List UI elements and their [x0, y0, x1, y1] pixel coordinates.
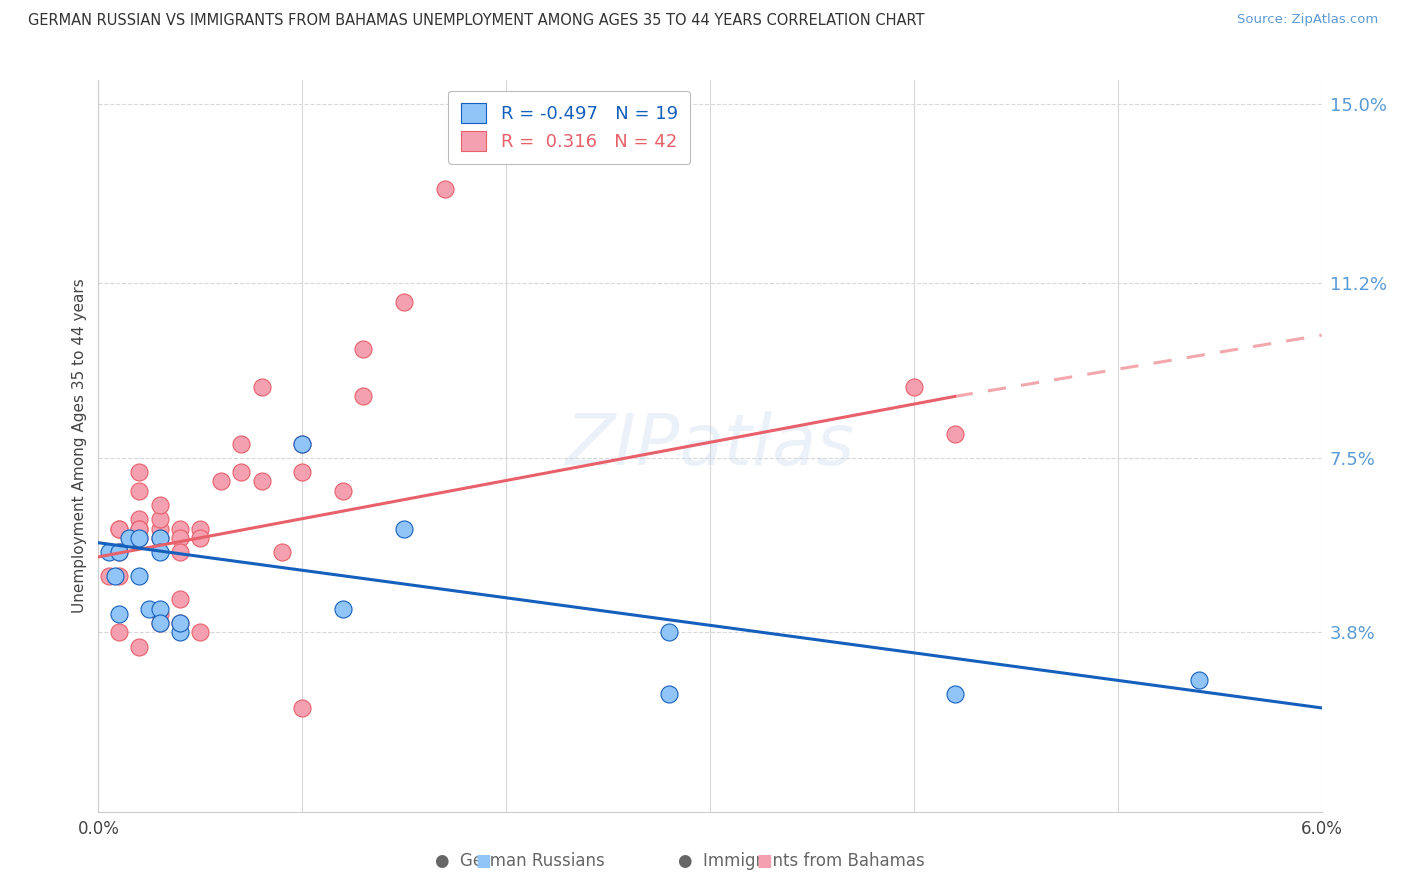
- Point: [658, 625, 681, 640]
- Point: [188, 625, 212, 640]
- Point: [943, 687, 966, 701]
- Point: [943, 427, 966, 442]
- Point: [128, 531, 150, 545]
- Point: [433, 182, 456, 196]
- Point: [128, 512, 150, 526]
- Point: [392, 522, 416, 536]
- Point: [97, 545, 120, 559]
- Y-axis label: Unemployment Among Ages 35 to 44 years: Unemployment Among Ages 35 to 44 years: [72, 278, 87, 614]
- Point: [1188, 673, 1211, 687]
- Point: [149, 545, 172, 559]
- Point: [188, 531, 212, 545]
- Point: [352, 343, 374, 357]
- Point: [128, 522, 150, 536]
- Point: [188, 522, 212, 536]
- Point: [149, 615, 172, 630]
- Point: [128, 465, 150, 479]
- Text: ●  German Russians: ● German Russians: [436, 852, 605, 870]
- Point: [149, 498, 172, 512]
- Point: [138, 602, 160, 616]
- Point: [128, 568, 150, 582]
- Point: [128, 522, 150, 536]
- Point: [149, 602, 172, 616]
- Point: [108, 545, 131, 559]
- Point: [169, 615, 191, 630]
- Point: [97, 568, 120, 582]
- Point: [149, 531, 172, 545]
- Point: [169, 531, 191, 545]
- Text: ■: ■: [475, 852, 492, 870]
- Point: [903, 380, 925, 394]
- Point: [169, 625, 191, 640]
- Point: [108, 568, 131, 582]
- Text: ZIPatlas: ZIPatlas: [565, 411, 855, 481]
- Point: [250, 475, 273, 489]
- Point: [108, 607, 131, 621]
- Point: [291, 436, 314, 450]
- Point: [231, 465, 253, 479]
- Point: [169, 615, 191, 630]
- Point: [291, 436, 314, 450]
- Legend: R = -0.497   N = 19, R =  0.316   N = 42: R = -0.497 N = 19, R = 0.316 N = 42: [449, 91, 690, 164]
- Point: [392, 295, 416, 310]
- Point: [149, 512, 172, 526]
- Point: [169, 592, 191, 607]
- Point: [149, 531, 172, 545]
- Text: Source: ZipAtlas.com: Source: ZipAtlas.com: [1237, 13, 1378, 27]
- Point: [332, 602, 354, 616]
- Text: ■: ■: [756, 852, 773, 870]
- Point: [108, 625, 131, 640]
- Text: ●  Immigrants from Bahamas: ● Immigrants from Bahamas: [678, 852, 925, 870]
- Point: [108, 522, 131, 536]
- Point: [149, 615, 172, 630]
- Text: GERMAN RUSSIAN VS IMMIGRANTS FROM BAHAMAS UNEMPLOYMENT AMONG AGES 35 TO 44 YEARS: GERMAN RUSSIAN VS IMMIGRANTS FROM BAHAMA…: [28, 13, 925, 29]
- Point: [118, 531, 141, 545]
- Point: [332, 483, 354, 498]
- Point: [169, 545, 191, 559]
- Point: [108, 545, 131, 559]
- Point: [128, 640, 150, 654]
- Point: [169, 522, 191, 536]
- Point: [352, 389, 374, 403]
- Point: [128, 483, 150, 498]
- Point: [291, 701, 314, 715]
- Point: [149, 607, 172, 621]
- Point: [270, 545, 292, 559]
- Point: [231, 436, 253, 450]
- Point: [658, 687, 681, 701]
- Point: [291, 465, 314, 479]
- Point: [104, 568, 127, 582]
- Point: [108, 522, 131, 536]
- Point: [149, 522, 172, 536]
- Point: [209, 475, 232, 489]
- Point: [128, 531, 150, 545]
- Point: [250, 380, 273, 394]
